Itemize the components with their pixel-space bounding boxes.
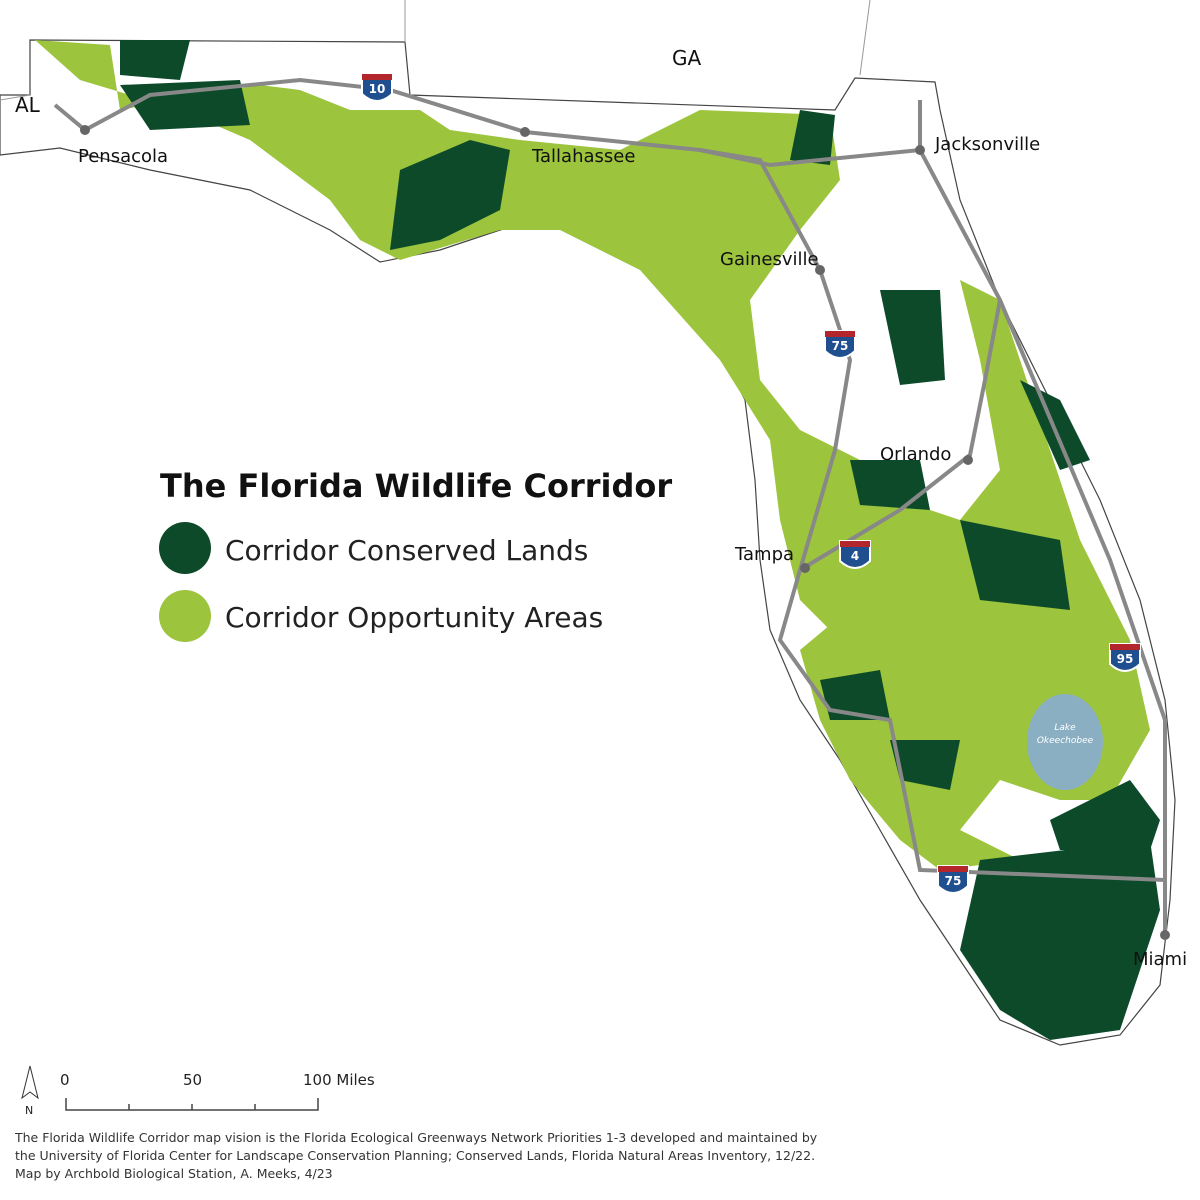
- legend-label: Corridor Opportunity Areas: [225, 601, 603, 634]
- highway-label: 75: [945, 874, 962, 888]
- credit-line: The Florida Wildlife Corridor map vision…: [14, 1130, 818, 1145]
- shield-top: [1110, 644, 1140, 650]
- state-label: GA: [672, 46, 701, 70]
- lake-okeechobee: [1027, 694, 1103, 790]
- legend-swatch: [159, 522, 211, 574]
- highway-label: 75: [832, 339, 849, 353]
- shield-shape: [824, 330, 856, 359]
- city-label: Tallahassee: [531, 146, 635, 167]
- shield-shape: [1109, 643, 1141, 672]
- legend-swatch: [159, 590, 211, 642]
- shield-top: [840, 541, 870, 547]
- shield-shape: [839, 540, 871, 569]
- lake-label: Lake: [1054, 723, 1076, 733]
- scale-bar: 0 50 100 Miles N: [21, 1065, 375, 1117]
- highway-label: 10: [369, 82, 386, 96]
- lake-label: Okeechobee: [1037, 736, 1094, 746]
- credit-line: the University of Florida Center for Lan…: [15, 1148, 815, 1163]
- credit-line: Map by Archbold Biological Station, A. M…: [15, 1166, 333, 1181]
- city-label: Orlando: [880, 444, 951, 465]
- city-label: Jacksonville: [934, 134, 1040, 155]
- legend: The Florida Wildlife Corridor Corridor C…: [159, 467, 672, 642]
- scale-label: 0: [60, 1071, 70, 1089]
- credits: The Florida Wildlife Corridor map vision…: [14, 1130, 818, 1181]
- scale-label: 50: [183, 1071, 202, 1089]
- roads: [53, 77, 1167, 935]
- shield-shape: [361, 73, 393, 102]
- highway-label: 4: [851, 549, 859, 563]
- shield-top: [825, 331, 855, 337]
- city-label: Pensacola: [78, 146, 168, 167]
- shield-top: [362, 74, 392, 80]
- legend-label: Corridor Conserved Lands: [225, 534, 588, 567]
- cities: Pensacola Tallahassee Jacksonville Gaine…: [15, 46, 1187, 970]
- highway-shields: 10 75 4 95 75: [361, 73, 1141, 894]
- shield-shape: [937, 865, 969, 894]
- north-label: N: [25, 1104, 33, 1117]
- shield-top: [938, 866, 968, 872]
- city-label: Tampa: [734, 544, 794, 565]
- scale-label: 100 Miles: [303, 1071, 375, 1089]
- legend-title: The Florida Wildlife Corridor: [160, 467, 672, 505]
- corridor-opportunity: [35, 40, 1150, 870]
- highway-label: 95: [1117, 652, 1134, 666]
- city-label: Gainesville: [720, 249, 819, 270]
- city-label: Miami: [1133, 949, 1187, 970]
- state-label: AL: [15, 93, 41, 117]
